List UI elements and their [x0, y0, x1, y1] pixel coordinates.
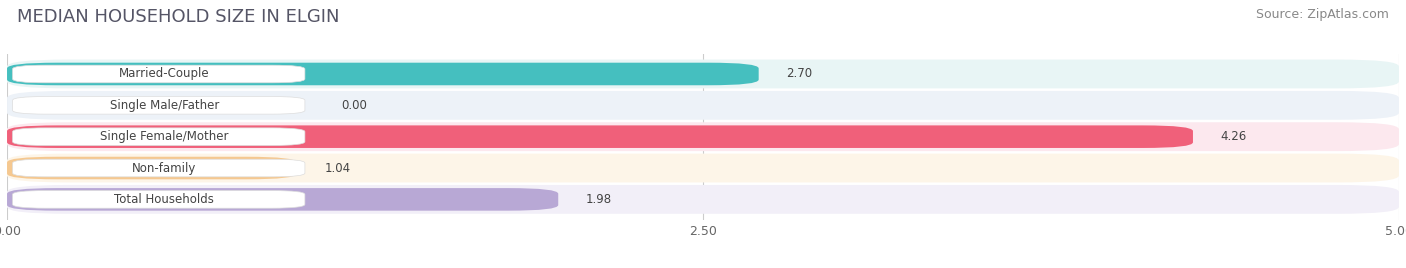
Text: MEDIAN HOUSEHOLD SIZE IN ELGIN: MEDIAN HOUSEHOLD SIZE IN ELGIN — [17, 8, 339, 26]
FancyBboxPatch shape — [13, 96, 305, 114]
FancyBboxPatch shape — [13, 65, 305, 83]
Text: Non-family: Non-family — [132, 162, 197, 174]
Text: 1.04: 1.04 — [325, 162, 350, 174]
Text: 4.26: 4.26 — [1220, 130, 1247, 143]
Text: Total Households: Total Households — [114, 193, 214, 206]
Text: Single Female/Mother: Single Female/Mother — [100, 130, 229, 143]
Text: 2.70: 2.70 — [786, 68, 813, 80]
FancyBboxPatch shape — [7, 91, 1399, 120]
FancyBboxPatch shape — [7, 188, 558, 211]
FancyBboxPatch shape — [13, 128, 305, 146]
FancyBboxPatch shape — [7, 59, 1399, 88]
FancyBboxPatch shape — [7, 125, 1192, 148]
FancyBboxPatch shape — [13, 191, 305, 208]
Text: Single Male/Father: Single Male/Father — [110, 99, 219, 112]
FancyBboxPatch shape — [7, 122, 1399, 151]
FancyBboxPatch shape — [13, 159, 305, 177]
FancyBboxPatch shape — [7, 185, 1399, 214]
Text: 1.98: 1.98 — [586, 193, 612, 206]
FancyBboxPatch shape — [7, 154, 1399, 183]
Text: Source: ZipAtlas.com: Source: ZipAtlas.com — [1256, 8, 1389, 21]
Text: Married-Couple: Married-Couple — [120, 68, 209, 80]
FancyBboxPatch shape — [7, 157, 297, 179]
FancyBboxPatch shape — [7, 63, 759, 85]
Text: 0.00: 0.00 — [342, 99, 367, 112]
